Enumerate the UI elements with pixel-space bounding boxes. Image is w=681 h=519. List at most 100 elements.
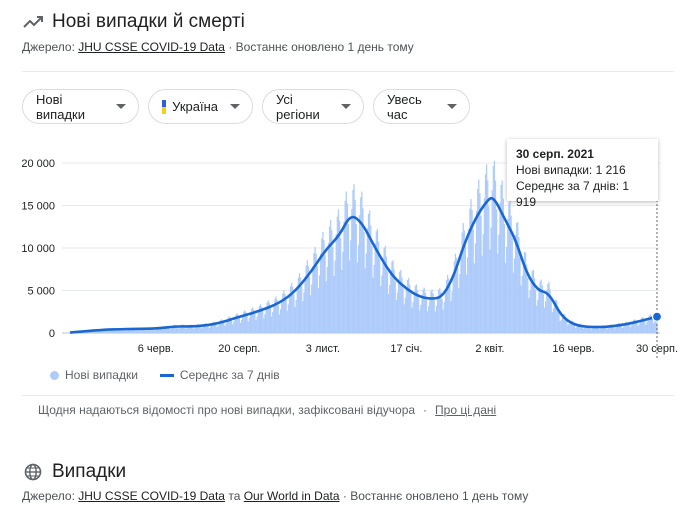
source-link-owid[interactable]: Our World in Data [243,489,340,503]
bar [298,273,301,333]
bar [543,307,546,333]
bar [224,325,226,333]
region-dropdown[interactable]: Усі регіони [262,89,364,124]
period-dropdown[interactable]: Увесь час [373,89,470,124]
bar [481,255,483,333]
bar [132,328,135,333]
bar [498,234,500,333]
bar [180,324,183,333]
bar [357,244,360,333]
cases-chart[interactable]: 20 000 15 000 10 000 5 000 0 6 черв. 20 серп. 3… [0,130,681,365]
bar [596,326,598,333]
about-data-link[interactable]: Про ці дані [435,403,497,417]
bar [385,256,387,333]
bar [582,328,585,333]
source-link[interactable]: JHU CSSE COVID-19 Data [78,40,225,54]
bar [312,266,314,333]
legend-line-label: Середнє за 7 днів [179,368,280,382]
y-tick-label: 0 [49,328,55,340]
bar [142,327,145,333]
bar [638,323,640,333]
bar [420,304,422,333]
bar [122,330,125,333]
bar [548,281,550,333]
bar [444,289,447,333]
source-link-jhu[interactable]: JHU CSSE COVID-19 Data [78,489,225,503]
bar [302,301,304,333]
bar [449,286,451,333]
bar [110,328,112,333]
legend-bars-label: Нові випадки [65,368,138,382]
bar [305,265,307,333]
bar [352,189,354,333]
average-line [69,196,658,334]
bar [408,278,410,333]
bar [561,315,563,333]
bar [426,311,429,333]
bar [626,321,628,333]
bar [610,324,612,333]
bar [553,302,556,333]
bar [532,269,535,333]
bar [450,301,452,333]
bar [608,326,610,333]
bar [581,326,584,333]
bar [443,302,445,333]
country-dropdown[interactable]: Україна [148,89,253,124]
bar [235,314,237,333]
bar [131,329,134,333]
bar [167,326,169,333]
bar [570,320,572,333]
bar [147,329,149,333]
bar [572,323,575,333]
bar [480,215,482,333]
bar [499,203,501,333]
bar [309,295,312,333]
bar [356,262,359,333]
bar [592,326,595,333]
bar [643,318,645,333]
bar [414,285,416,333]
bar [278,314,281,333]
bar [502,198,504,333]
bar [621,327,624,333]
bar [320,253,322,333]
bar [521,275,523,333]
bar [489,249,491,333]
bar [614,328,616,333]
bar [260,306,263,333]
bar [257,310,259,333]
bar [550,299,552,333]
bar [513,258,516,333]
bar [263,318,265,333]
bar [262,310,264,333]
bar [458,288,460,333]
filter-bar: Нові випадки Україна Усі регіони Увесь ч… [22,89,470,124]
metric-dropdown[interactable]: Нові випадки [22,89,139,124]
bar [113,329,116,333]
bar [436,296,439,333]
bar [415,284,418,333]
bar [373,264,375,333]
bar [213,321,215,333]
bar [195,326,197,333]
bar [471,209,473,333]
bar [134,327,136,333]
bar [175,325,177,333]
bar [460,249,462,333]
bar [220,319,223,333]
bar [411,307,413,333]
bar [533,278,536,333]
bar [636,322,638,333]
legend-line-swatch [159,373,174,377]
bar [618,323,620,333]
bar [563,314,566,333]
data-note: Щодня надаються відомості про нові випад… [38,403,496,417]
bar [256,316,258,333]
bar [170,328,173,333]
bar [221,320,224,333]
bar [438,290,440,333]
bar [118,328,120,333]
bar [649,314,651,333]
bar [376,228,379,333]
